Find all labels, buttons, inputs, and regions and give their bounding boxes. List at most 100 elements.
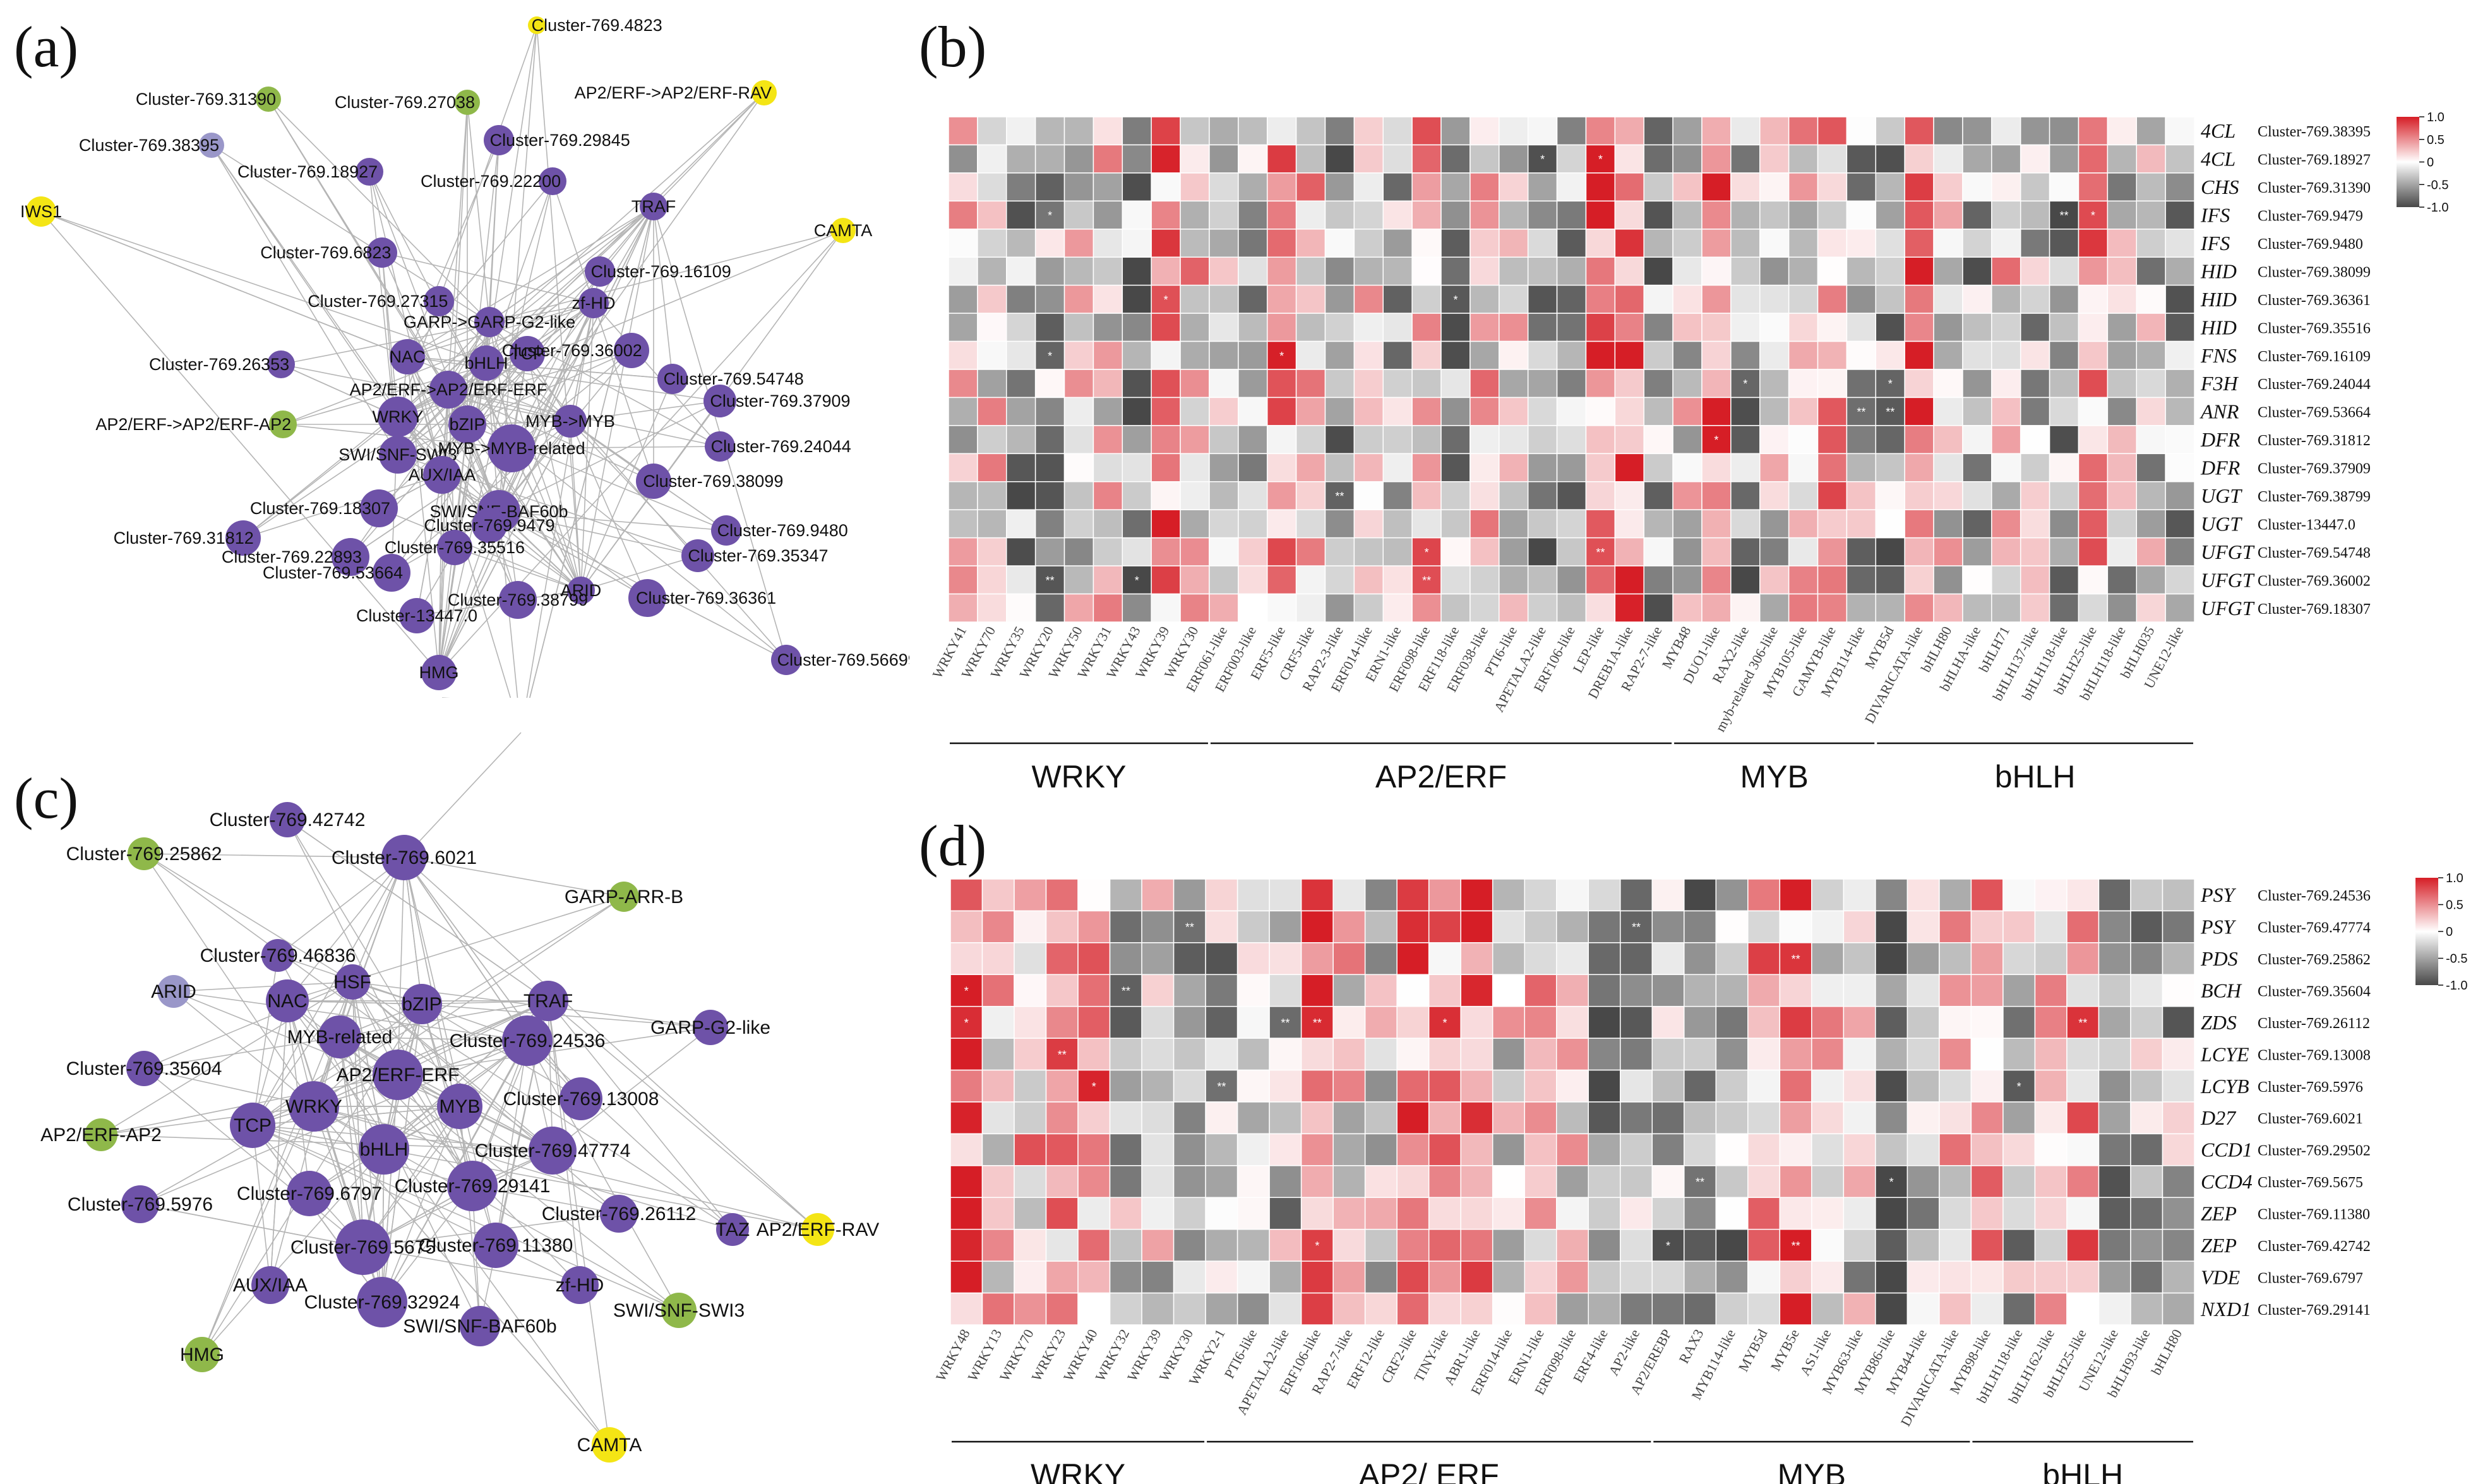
heatmap-cell <box>1684 1005 1717 1039</box>
heatmap-cell <box>1428 1228 1461 1262</box>
heatmap-cell <box>1747 1197 1781 1230</box>
heatmap-cell <box>1411 397 1442 426</box>
row-cluster-label: Cluster-769.36002 <box>2258 573 2371 589</box>
heatmap-cell <box>1585 284 1616 314</box>
heatmap-cell <box>1904 565 1934 595</box>
heatmap-cell <box>1151 593 1181 623</box>
heatmap-cell <box>1122 172 1152 202</box>
network-edge <box>448 389 571 422</box>
heatmap-cell <box>1460 942 1493 976</box>
heatmap-cell <box>1077 1292 1111 1325</box>
heatmap-cell <box>1266 284 1297 314</box>
heatmap-cell <box>1428 974 1461 1007</box>
heatmap-cell <box>1906 910 1940 943</box>
heatmap-cell <box>1109 878 1142 912</box>
significance-star: ** <box>1313 1017 1322 1029</box>
heatmap-cell <box>1236 974 1270 1007</box>
row-gene-label: 4CL <box>2201 119 2236 142</box>
network-edge <box>438 421 571 673</box>
heatmap-cell <box>1672 509 1703 539</box>
heatmap-cell <box>1300 1005 1334 1039</box>
heatmap-cell <box>1643 565 1673 595</box>
network-node <box>402 984 442 1024</box>
heatmap-cell <box>1209 200 1239 230</box>
heatmap-cell <box>1141 878 1175 912</box>
row-cluster-label: Cluster-769.36361 <box>2258 292 2371 309</box>
heatmap-cell <box>1077 1038 1111 1071</box>
heatmap-cell <box>1817 284 1848 314</box>
heatmap-cell <box>1173 942 1206 976</box>
heatmap-cell <box>948 425 978 455</box>
heatmap-cell <box>1173 1165 1206 1199</box>
heatmap-cell <box>2066 942 2100 976</box>
heatmap-cell <box>1524 1133 1557 1166</box>
heatmap-cell <box>1620 1165 1653 1199</box>
significance-star: * <box>1889 1176 1894 1188</box>
panel-label-a: (a) <box>14 15 78 79</box>
heatmap-cell <box>948 340 978 370</box>
network-node-label: Cluster-769.4823 <box>532 16 662 35</box>
heatmap-cell <box>1382 340 1413 370</box>
heatmap-cell <box>1585 200 1616 230</box>
network-node <box>360 489 398 527</box>
heatmap-cell <box>1643 284 1673 314</box>
heatmap-cell <box>1063 284 1094 314</box>
heatmap-cell <box>1933 509 1963 539</box>
network-edge <box>548 1000 733 1230</box>
significance-star: ** <box>1281 1017 1290 1029</box>
heatmap-cell <box>1779 1038 1812 1071</box>
heatmap-cell <box>1991 313 2021 342</box>
heatmap-cell <box>1904 369 1934 398</box>
heatmap-cell <box>1846 229 1877 258</box>
heatmap-cell <box>2098 1292 2131 1325</box>
heatmap-cell <box>1875 284 1905 314</box>
heatmap-cell <box>1672 453 1703 482</box>
heatmap-cell <box>2078 481 2109 510</box>
heatmap-cell <box>1205 1197 1238 1230</box>
network-node-label: Cluster-769.31390 <box>136 90 276 109</box>
heatmap-cell <box>1492 1069 1525 1103</box>
row-gene-label: UFGT <box>2201 597 2255 619</box>
colorbar <box>2397 117 2419 207</box>
heatmap-cell <box>2162 878 2195 912</box>
heatmap-cell <box>1034 116 1065 146</box>
heatmap-cell <box>1643 172 1673 202</box>
heatmap-cell <box>1092 565 1123 595</box>
heatmap-cell <box>1034 537 1065 566</box>
heatmap-cell <box>1527 340 1558 370</box>
heatmap-cell <box>1045 1133 1079 1166</box>
heatmap-cell <box>2165 537 2195 566</box>
heatmap-cell <box>2066 1228 2100 1262</box>
network-edge <box>397 362 487 455</box>
network-node <box>830 218 856 243</box>
row-gene-label: ZDS <box>2201 1011 2237 1034</box>
heatmap-cell <box>1440 537 1471 566</box>
heatmap-cell <box>2098 878 2131 912</box>
heatmap-cell <box>1492 878 1525 912</box>
heatmap-cell <box>1620 1038 1653 1071</box>
heatmap-cell <box>1109 1038 1142 1071</box>
heatmap-cell <box>1269 1133 1302 1166</box>
heatmap-cell <box>1991 369 2021 398</box>
heatmap-cell <box>1684 942 1717 976</box>
heatmap-cell <box>1295 172 1326 202</box>
heatmap-cell <box>1643 425 1673 455</box>
heatmap-cell <box>948 144 978 174</box>
heatmap-cell <box>1353 229 1384 258</box>
network-node <box>357 1277 407 1327</box>
heatmap-cell <box>1077 1228 1111 1262</box>
heatmap-cell <box>1205 942 1238 976</box>
heatmap-cell <box>2049 425 2080 455</box>
heatmap-cell <box>2107 565 2137 595</box>
heatmap-cell <box>1759 453 1790 482</box>
heatmap-cell <box>1614 481 1644 510</box>
heatmap-cell <box>1970 1101 2004 1135</box>
heatmap-cell <box>1779 1228 1812 1262</box>
heatmap-cell <box>981 1101 1015 1135</box>
heatmap-cell <box>2107 229 2137 258</box>
heatmap-cell <box>1875 509 1905 539</box>
heatmap-cell <box>981 1292 1015 1325</box>
network-edge <box>280 364 398 417</box>
heatmap-cell <box>2049 116 2080 146</box>
heatmap-cell <box>977 509 1007 539</box>
